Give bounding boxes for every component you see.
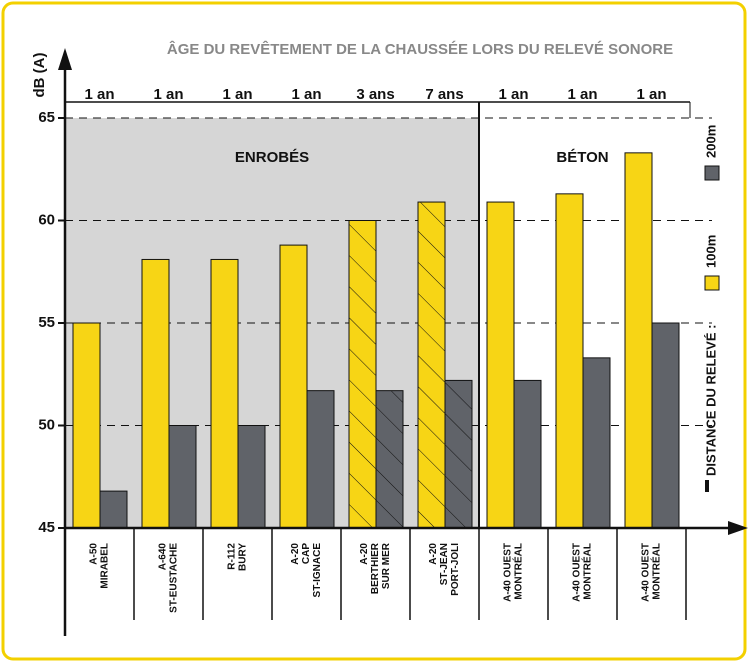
bar [279,244,308,529]
bar [141,258,170,529]
bar [168,425,197,529]
age-label: 1 an [498,86,528,103]
x-tick-label: MONTRÉAL [581,543,594,600]
bar [624,152,653,529]
age-label: 1 an [153,86,183,103]
x-tick-label: MONTRÉAL [512,543,525,600]
legend-title: DISTANCE DU RELEVÉ : [703,325,718,476]
bar [210,258,239,529]
bar-hatch [349,220,376,528]
legend-label: 200m [703,125,718,158]
x-tick-label: PORT-JOLI [450,543,461,596]
y-arrow [58,48,72,70]
x-tick-label: A-640 [158,543,169,571]
legend-swatch [704,275,720,291]
y-tick-label: 45 [38,519,55,536]
x-tick-label: A-50 [89,543,100,565]
y-tick-label: 65 [38,109,55,126]
bar [651,322,680,529]
bar [486,201,515,529]
age-label: 1 an [222,86,252,103]
x-tick-label: A-20 [359,543,370,565]
x-tick-label: BERTHIER [370,542,381,594]
bar-hatch [376,390,403,528]
x-arrow [728,521,748,535]
bar-hatch [445,380,472,528]
legend-bar [705,480,709,492]
y-tick-label: 55 [38,314,55,331]
region-label: BÉTON [556,149,608,166]
x-tick-label: A-20 [290,543,301,565]
x-tick-label: R-112 [227,543,238,570]
x-tick-label: SUR MER [381,542,392,589]
age-label: 1 an [84,86,114,103]
bar [306,390,335,529]
legend-swatch [704,165,720,181]
age-label: 3 ans [356,86,394,103]
region-background [65,118,479,528]
x-tick-label: ST-JEAN [439,543,450,585]
age-label: 1 an [636,86,666,103]
chart-title: ÂGE DU REVÊTEMENT DE LA CHAUSSÉE LORS DU… [167,40,673,58]
bar [237,425,266,529]
x-tick-label: ST-EUSTACHE [169,543,180,613]
bar [99,490,128,529]
x-tick-label: A-40 OUEST [503,543,514,602]
y-tick-label: 50 [38,416,55,433]
age-label: 1 an [567,86,597,103]
age-label: 1 an [291,86,321,103]
y-tick-label: 60 [38,211,55,228]
bar [72,322,101,529]
x-tick-label: MIRABEL [100,543,111,589]
x-tick-label: A-40 OUEST [641,543,652,602]
bar [582,357,611,529]
y-axis-label: dB (A) [31,53,48,98]
age-label: 7 ans [425,86,463,103]
legend-label: 100m [703,235,718,268]
x-tick-label: MONTRÉAL [650,543,663,600]
x-tick-label: A-40 OUEST [572,543,583,602]
bar-hatch [418,202,445,529]
x-tick-label: CAP [301,543,312,564]
x-tick-label: A-20 [428,543,439,565]
region-label: ENROBÉS [235,149,309,166]
x-tick-label: BURY [238,543,249,571]
bar [555,193,584,529]
bar [513,379,542,529]
x-tick-label: ST-IGNACE [312,543,323,598]
